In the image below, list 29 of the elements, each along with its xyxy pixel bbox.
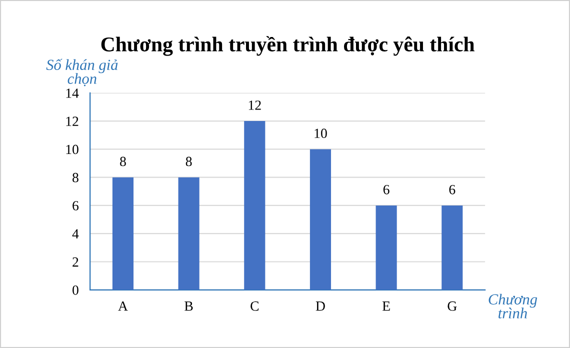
y-axis-title: Số khán giả chọn bbox=[46, 58, 118, 86]
bar bbox=[310, 149, 332, 290]
data-label: 6 bbox=[449, 184, 456, 194]
x-tick-label: B bbox=[184, 302, 193, 311]
y-tick-label: 12 bbox=[66, 116, 78, 126]
chart-title: Chương trình truyền trình được yêu thích bbox=[101, 36, 475, 56]
bar bbox=[244, 121, 266, 290]
y-tick-label: 2 bbox=[72, 257, 78, 267]
x-tick-label: A bbox=[118, 301, 128, 311]
data-label: 12 bbox=[248, 100, 261, 110]
x-tick-label: E bbox=[382, 302, 390, 311]
x-tick-label: G bbox=[448, 301, 457, 311]
x-axis-title: Chương trình bbox=[488, 294, 538, 318]
y-tick-label: 14 bbox=[66, 88, 79, 98]
data-label: 6 bbox=[383, 184, 390, 194]
data-label: 8 bbox=[120, 156, 126, 166]
data-label: 8 bbox=[186, 156, 192, 166]
bar bbox=[442, 205, 463, 290]
bar bbox=[376, 205, 397, 290]
y-tick-label: 6 bbox=[72, 201, 79, 210]
y-tick-label: 4 bbox=[72, 229, 79, 238]
x-tick-label: C bbox=[250, 301, 259, 311]
y-tick-label: 10 bbox=[66, 144, 78, 154]
y-tick-label: 8 bbox=[72, 172, 78, 182]
x-tick-label: D bbox=[316, 302, 325, 311]
bar bbox=[178, 177, 200, 290]
data-label: 10 bbox=[314, 128, 327, 138]
y-tick-label: 0 bbox=[72, 285, 78, 295]
bar bbox=[112, 177, 134, 290]
